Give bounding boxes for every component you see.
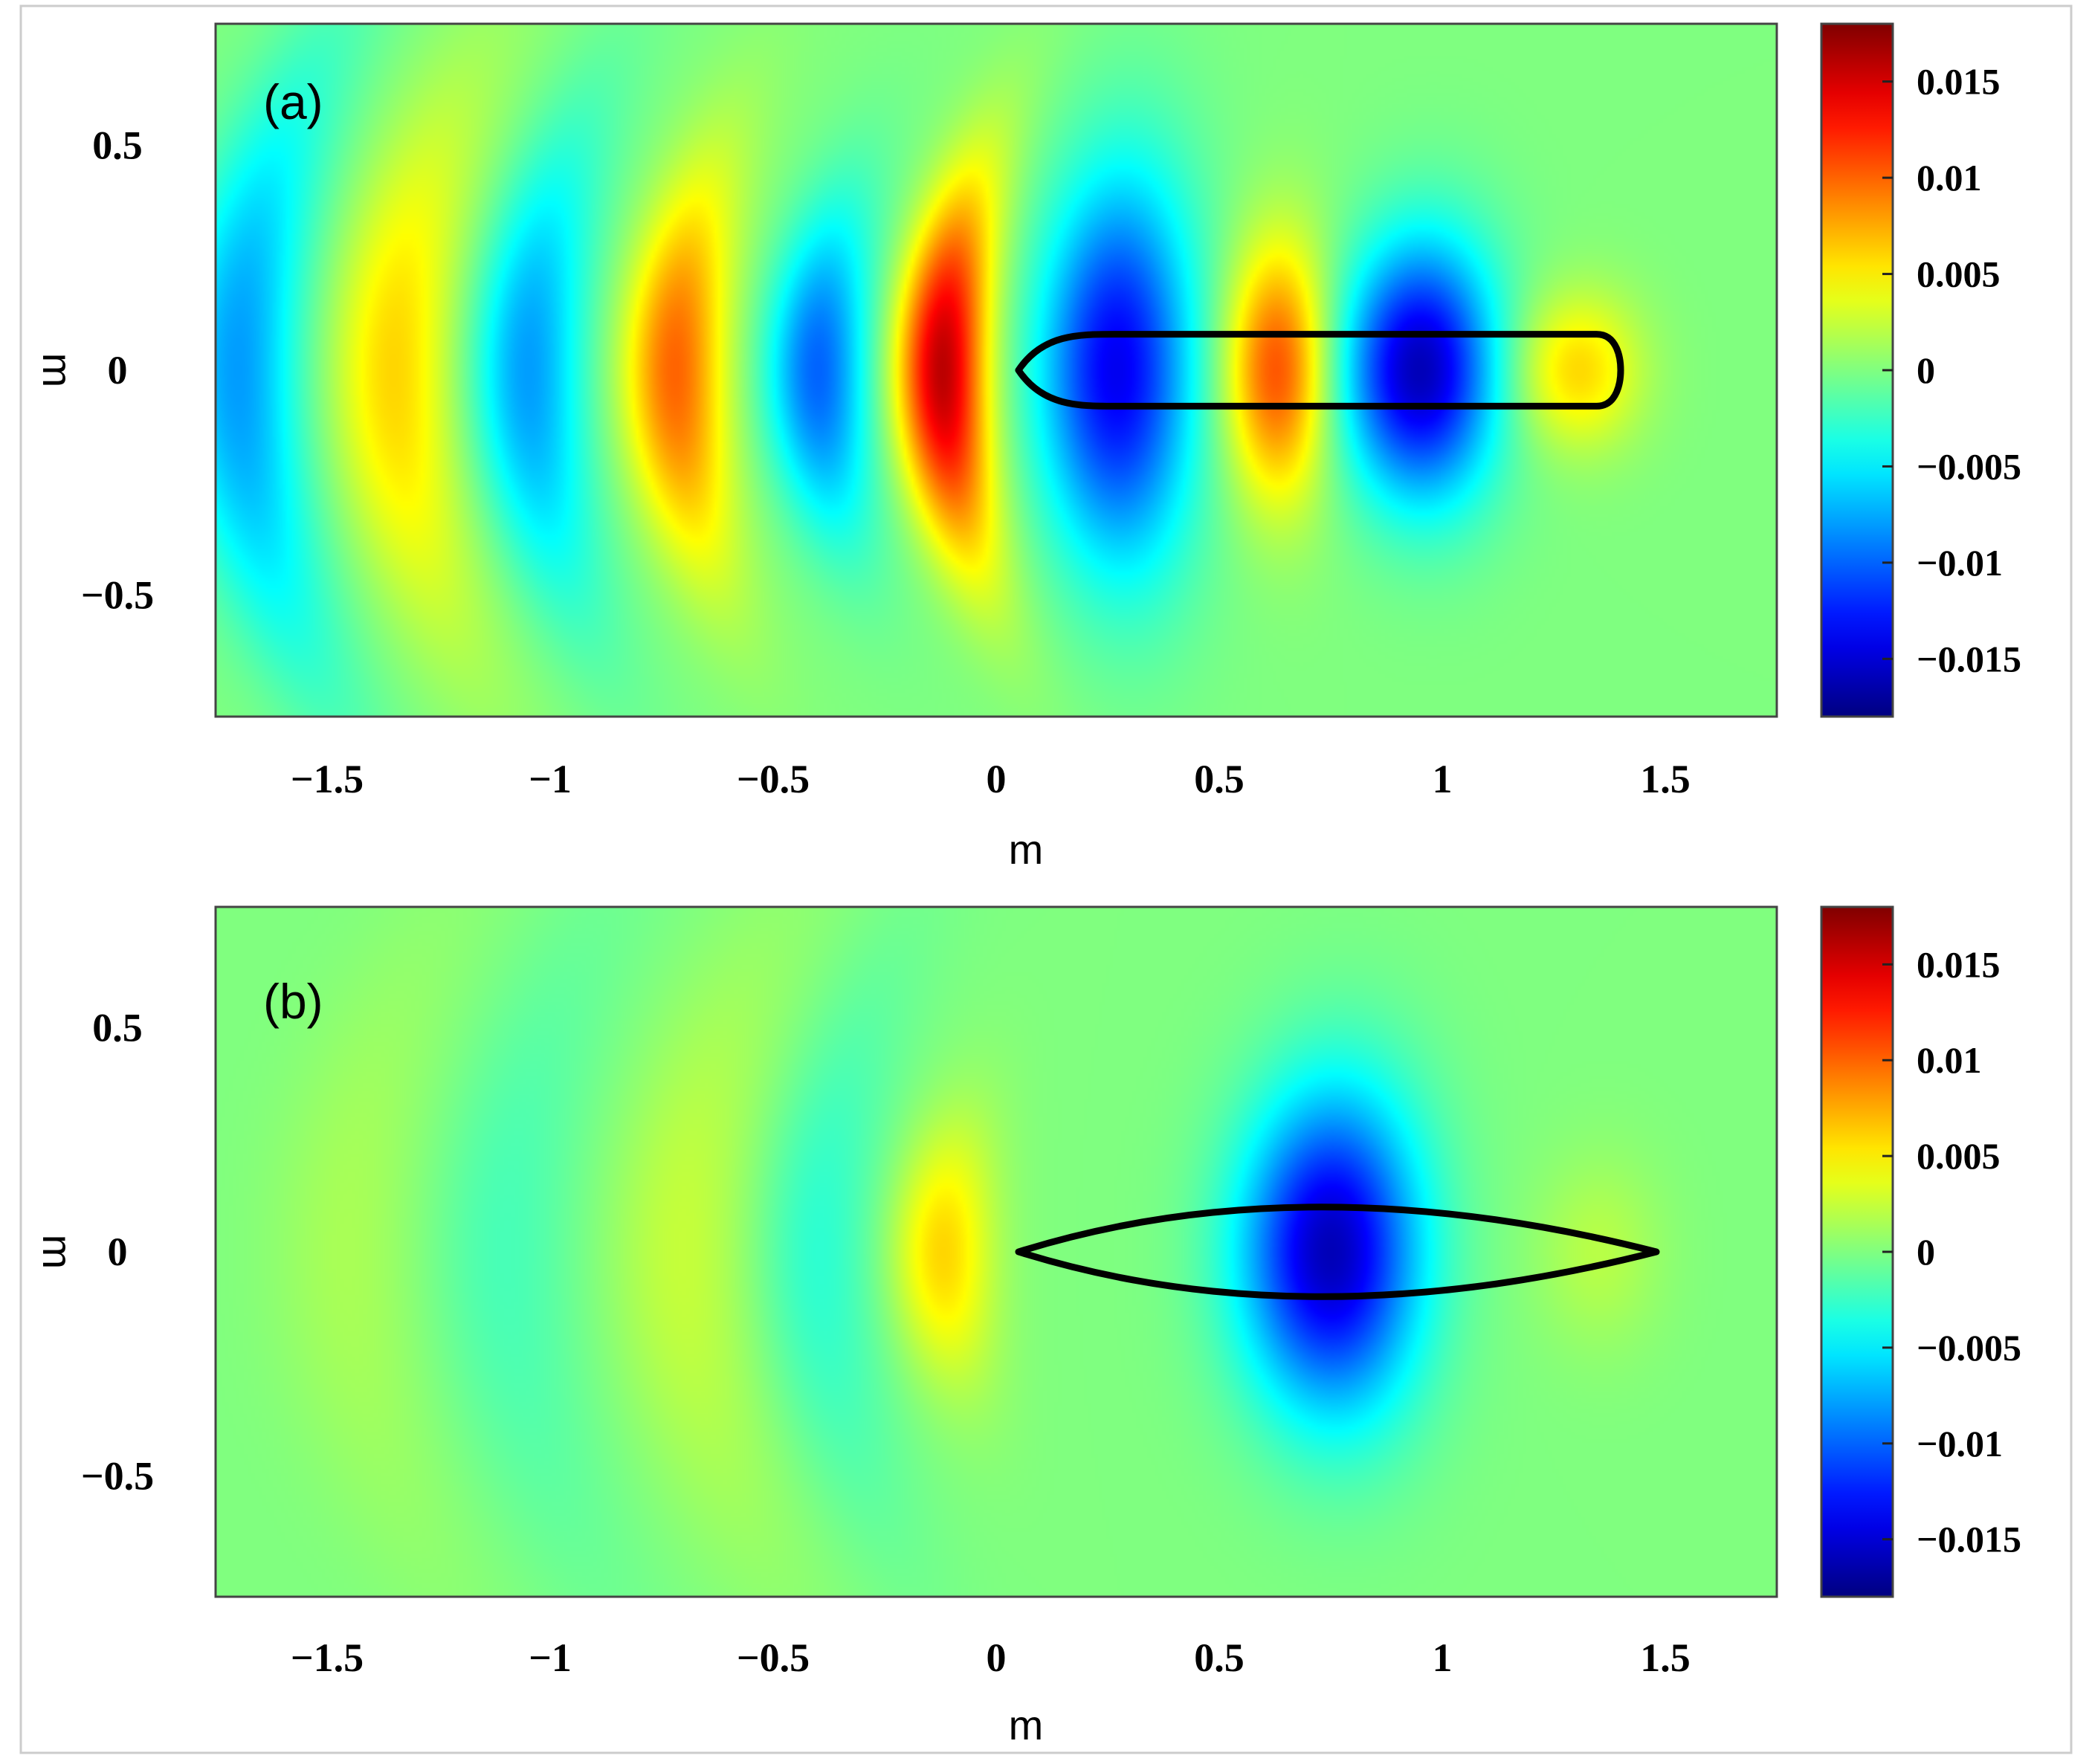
- colorbar-tick-label: −0.01: [1917, 542, 2003, 584]
- colorbar-tick-label: 0.005: [1917, 253, 2001, 295]
- x-tick-label: −1.5: [291, 1635, 364, 1680]
- y-tick-label: −0.5: [81, 1453, 154, 1498]
- x-axis-label: m: [1009, 1702, 1044, 1748]
- y-tick-label: −0.5: [81, 573, 154, 618]
- colorbar-tick-label: 0.015: [1917, 943, 2001, 985]
- x-tick-label: 0: [987, 757, 1007, 801]
- x-tick-label: 0: [987, 1635, 1007, 1680]
- figure-frame: [19, 4, 2073, 1754]
- plot-frame: [214, 905, 1778, 1598]
- colorbar-tick-label: −0.005: [1917, 1327, 2021, 1369]
- y-tick-label: 0: [108, 1230, 128, 1274]
- panel-label: (a): [263, 74, 323, 129]
- colorbar-tick-label: −0.015: [1917, 1519, 2021, 1560]
- x-tick-label: −1.5: [291, 757, 364, 801]
- x-tick-label: 1: [1433, 1635, 1453, 1680]
- colorbar-tick-label: 0.01: [1917, 1039, 1982, 1081]
- x-tick-label: 1.5: [1640, 1635, 1691, 1680]
- colorbar-tick-label: −0.015: [1917, 638, 2021, 679]
- colorbar-tick-label: −0.005: [1917, 445, 2021, 487]
- y-tick-label: 0.5: [92, 1006, 143, 1050]
- panel-a: (a) −1.5 −1 −0.5 0 0.5 1 1.5 0.5 0 −0.5 m m 0.015 0.01…: [34, 22, 2021, 873]
- colorbar-tick-label: 0: [1917, 349, 1935, 391]
- x-tick-label: 1: [1433, 757, 1453, 801]
- x-axis-label: m: [1009, 826, 1044, 873]
- colorbar-tick-label: 0.015: [1917, 61, 2001, 103]
- x-tick-label: −1: [529, 1635, 572, 1680]
- x-tick-label: −1: [529, 757, 572, 801]
- heatmap-field: [216, 24, 1777, 717]
- x-tick-label: 0.5: [1194, 757, 1244, 801]
- panel-label: (b): [263, 974, 323, 1029]
- x-tick-label: 1.5: [1640, 757, 1691, 801]
- y-axis-label: m: [34, 1235, 81, 1270]
- y-tick-label: 0.5: [92, 123, 143, 167]
- heatmap-field: [216, 907, 1777, 1597]
- panel-b: (b) −1.5 −1 −0.5 0 0.5 1 1.5 0.5 0 −0.5 m m 0.015 0.01…: [34, 905, 2021, 1748]
- colorbar-tick-label: 0: [1917, 1231, 1935, 1273]
- colorbar-tick-label: 0.01: [1917, 157, 1982, 198]
- colorbar-tick-label: −0.01: [1917, 1423, 2003, 1464]
- colorbar: [1820, 905, 1894, 1598]
- x-tick-label: −0.5: [737, 1635, 810, 1680]
- x-tick-label: 0.5: [1194, 1635, 1244, 1680]
- x-tick-label: −0.5: [737, 757, 810, 801]
- hull-outline: [1015, 1204, 1660, 1300]
- plot-frame: [214, 22, 1778, 718]
- y-tick-label: 0: [108, 348, 128, 392]
- colorbar-tick-label: 0.005: [1917, 1135, 2001, 1177]
- y-axis-label: m: [34, 353, 81, 388]
- hull-outline: [1015, 331, 1624, 410]
- colorbar: [1820, 22, 1894, 718]
